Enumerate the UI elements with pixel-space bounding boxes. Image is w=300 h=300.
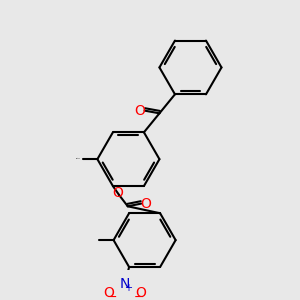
Text: −: − [106,291,117,300]
Text: O: O [104,286,115,300]
Text: O: O [134,103,145,118]
Text: methyl: methyl [76,158,81,159]
Text: N: N [120,277,130,291]
Text: O: O [141,196,152,211]
Text: O: O [112,186,123,200]
Text: +: + [124,283,132,293]
Text: −: − [134,291,145,300]
Text: O: O [136,286,146,300]
